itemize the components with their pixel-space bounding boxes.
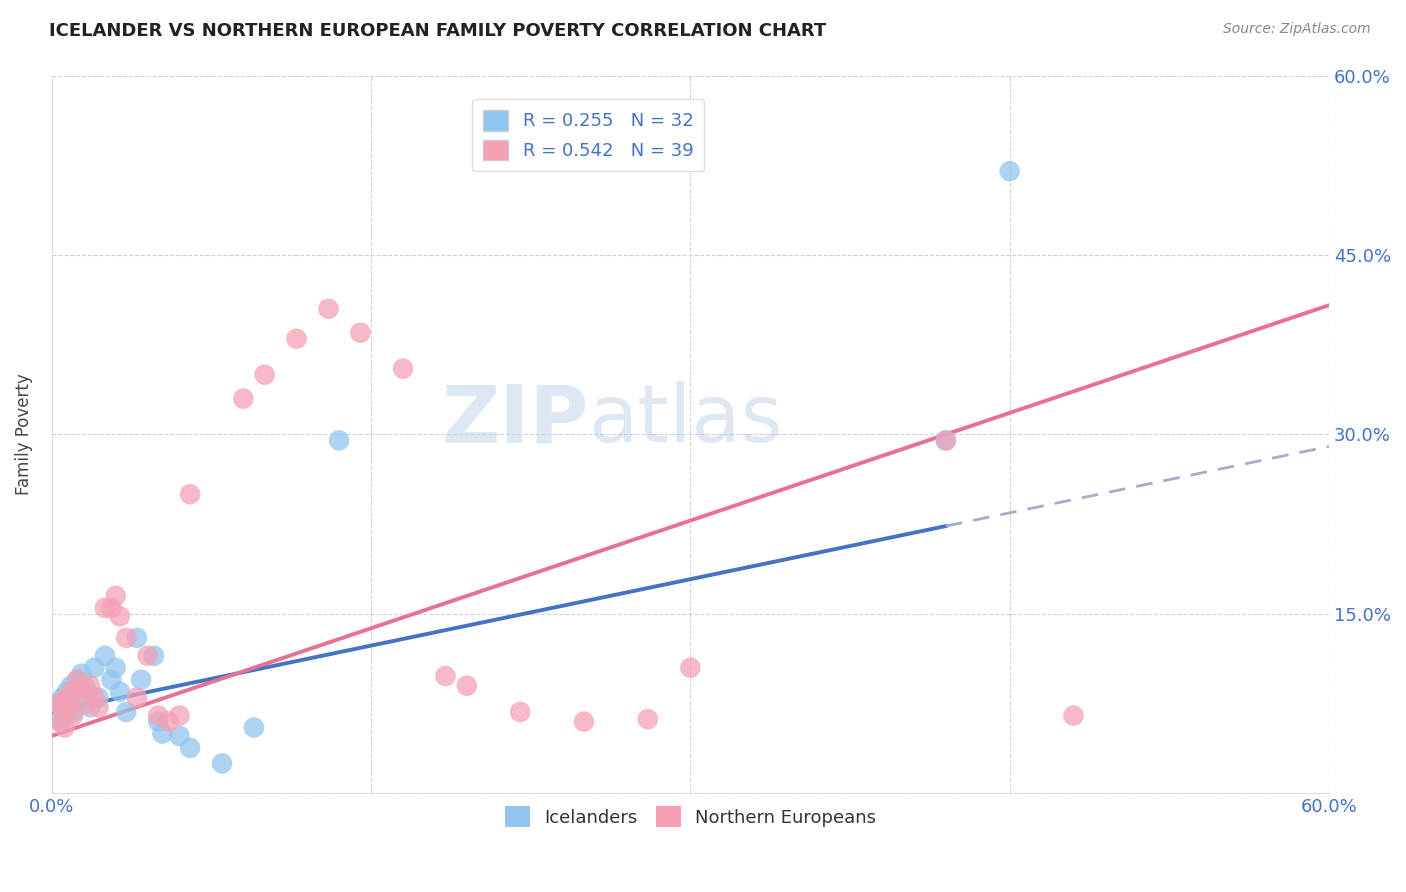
Point <box>75 681 97 695</box>
Point <box>179 740 201 755</box>
Point <box>115 705 138 719</box>
Point <box>83 661 105 675</box>
Point <box>104 661 127 675</box>
Point <box>75 697 97 711</box>
Point <box>49 714 72 729</box>
Y-axis label: Family Poverty: Family Poverty <box>15 374 32 495</box>
Point <box>125 690 148 705</box>
Legend: Icelanders, Northern Europeans: Icelanders, Northern Europeans <box>498 799 883 835</box>
Point <box>70 666 93 681</box>
Point <box>211 756 233 771</box>
Point <box>148 708 170 723</box>
Point <box>125 631 148 645</box>
Point <box>59 679 82 693</box>
Text: Source: ZipAtlas.com: Source: ZipAtlas.com <box>1223 22 1371 37</box>
Point <box>70 681 93 695</box>
Point <box>51 690 73 705</box>
Point <box>935 434 957 448</box>
Point <box>243 721 266 735</box>
Point <box>49 714 72 729</box>
Point <box>998 164 1021 178</box>
Point <box>456 679 478 693</box>
Point <box>53 708 76 723</box>
Point <box>148 714 170 729</box>
Point <box>53 721 76 735</box>
Text: ZIP: ZIP <box>441 381 588 459</box>
Point <box>62 705 84 719</box>
Point <box>157 714 180 729</box>
Point <box>51 703 73 717</box>
Point <box>572 714 595 729</box>
Point <box>58 700 80 714</box>
Point <box>83 690 105 705</box>
Point <box>55 684 77 698</box>
Point <box>434 669 457 683</box>
Point <box>318 301 340 316</box>
Point <box>232 392 254 406</box>
Point <box>87 700 110 714</box>
Point <box>62 708 84 723</box>
Point <box>129 673 152 687</box>
Text: ICELANDER VS NORTHERN EUROPEAN FAMILY POVERTY CORRELATION CHART: ICELANDER VS NORTHERN EUROPEAN FAMILY PO… <box>49 22 827 40</box>
Point <box>67 693 90 707</box>
Point <box>79 700 101 714</box>
Point <box>66 673 89 687</box>
Point <box>46 697 69 711</box>
Point <box>169 729 191 743</box>
Point <box>94 648 117 663</box>
Point <box>66 673 89 687</box>
Point <box>100 673 122 687</box>
Point <box>115 631 138 645</box>
Point <box>87 690 110 705</box>
Point <box>349 326 371 340</box>
Point <box>285 332 308 346</box>
Point <box>46 697 69 711</box>
Point <box>94 601 117 615</box>
Point <box>58 700 80 714</box>
Point <box>328 434 350 448</box>
Text: atlas: atlas <box>588 381 783 459</box>
Point <box>100 601 122 615</box>
Point <box>55 690 77 705</box>
Point <box>1063 708 1085 723</box>
Point <box>637 712 659 726</box>
Point <box>392 361 415 376</box>
Point <box>104 589 127 603</box>
Point <box>59 684 82 698</box>
Point <box>169 708 191 723</box>
Point <box>253 368 276 382</box>
Point <box>79 679 101 693</box>
Point <box>179 487 201 501</box>
Point <box>152 726 174 740</box>
Point <box>108 609 131 624</box>
Point <box>679 661 702 675</box>
Point <box>142 648 165 663</box>
Point <box>935 434 957 448</box>
Point <box>509 705 531 719</box>
Point <box>108 684 131 698</box>
Point <box>136 648 159 663</box>
